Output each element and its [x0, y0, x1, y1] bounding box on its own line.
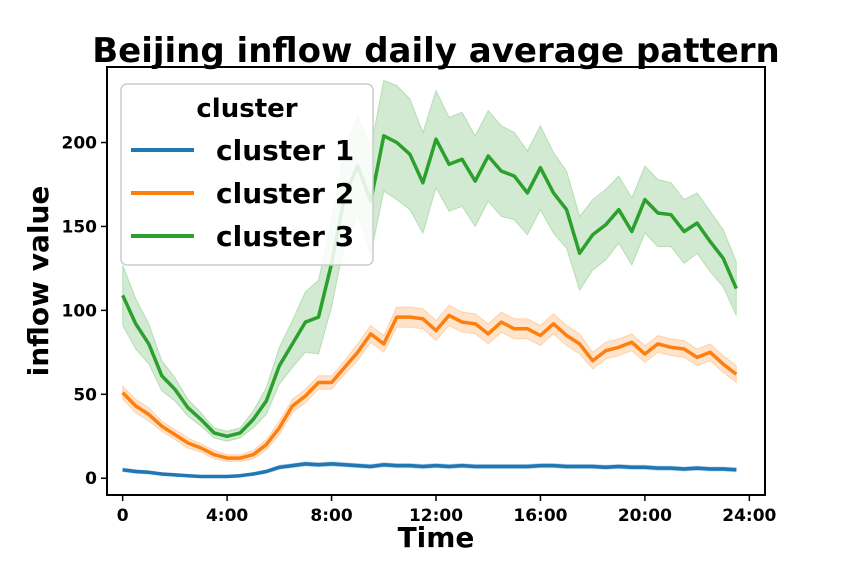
chart-title: Beijing inflow daily average pattern: [92, 31, 780, 71]
x-tick-label: 20:00: [618, 506, 672, 526]
x-tick-label: 8:00: [310, 506, 352, 526]
legend: cluster cluster 1 cluster 2 cluster 3: [120, 83, 374, 266]
cluster-2-line: [121, 313, 738, 460]
y-tick-label: 200: [62, 134, 98, 154]
y-axis-label: inflow value: [22, 186, 55, 377]
legend-box: [120, 83, 374, 266]
legend-title: cluster: [196, 94, 297, 124]
x-tick-label: 12:00: [409, 506, 463, 526]
cluster-3-line: [121, 134, 738, 439]
y-tick-label: 0: [85, 469, 97, 489]
cluster-1-line: [122, 462, 737, 479]
y-tick-label: 50: [73, 385, 97, 405]
x-tick-label: 0: [117, 506, 129, 526]
x-axis-label: Time: [398, 521, 475, 554]
legend-label-cluster-2: cluster 2: [216, 177, 354, 210]
x-tick-label: 4:00: [206, 506, 248, 526]
legend-label-cluster-1: cluster 1: [216, 134, 354, 167]
x-tick-label: 16:00: [513, 506, 567, 526]
cluster-2-confidence-band: [122, 304, 737, 462]
legend-label-cluster-3: cluster 3: [216, 220, 354, 253]
y-tick-label: 150: [62, 217, 98, 237]
y-tick-label: 100: [62, 301, 98, 321]
x-tick-label: 24:00: [722, 506, 776, 526]
